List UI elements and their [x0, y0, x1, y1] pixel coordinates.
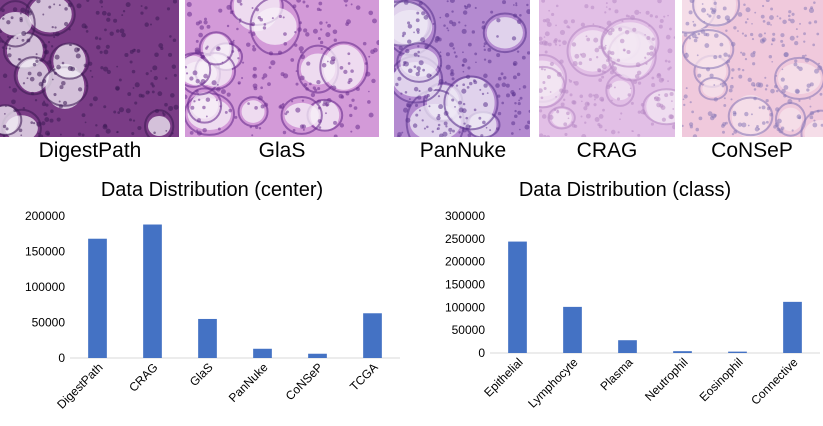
center-bar — [308, 353, 327, 358]
glas-image — [185, 0, 379, 137]
class-chart-title: Data Distribution (class) — [518, 179, 732, 201]
class-category-label: Epithelial — [481, 355, 525, 399]
class-y-tick-label: 200000 — [445, 255, 485, 269]
center-chart: 0 50000 100000 150000 200000 DigestPath CRAG Gl… — [25, 209, 400, 412]
glas-label: GlaS — [258, 139, 306, 162]
crag-image — [539, 0, 675, 137]
class-bar — [783, 301, 802, 353]
class-y-tick-label: 150000 — [445, 278, 485, 292]
class-y-tick-label: 300000 — [445, 209, 485, 223]
center-y-tick-label: 150000 — [25, 245, 65, 259]
class-category-label: Connective — [748, 355, 801, 408]
class-bar — [673, 351, 692, 353]
class-bar — [618, 340, 637, 353]
center-y-tick-label: 200000 — [25, 209, 65, 223]
center-category-label: GlaS — [187, 360, 216, 389]
center-chart-title: Data Distribution (center) — [100, 179, 324, 201]
center-category-label: DigestPath — [54, 360, 105, 411]
class-bar — [508, 241, 527, 353]
center-bar — [363, 313, 382, 358]
center-bar — [143, 224, 162, 358]
class-y-tick-label: 250000 — [445, 232, 485, 246]
class-y-tick-label: 0 — [478, 346, 485, 360]
class-y-tick-label: 100000 — [445, 300, 485, 314]
center-bar — [253, 348, 272, 358]
class-chart: 0 50000 100000 150000 200000 250000 300000 Epit… — [445, 209, 820, 411]
center-y-tick-label: 0 — [58, 351, 65, 365]
center-category-label: CoNSeP — [283, 360, 326, 403]
pannuke-label: PanNuke — [419, 139, 507, 162]
center-category-label: TCGA — [347, 360, 380, 393]
center-y-tick-label: 50000 — [32, 316, 66, 330]
class-bar — [563, 306, 582, 353]
digestpath-image — [0, 0, 179, 137]
image-strip: DigestPath GlaS PanNuke CRAG CoNSeP — [0, 0, 823, 170]
class-category-label: Neutrophil — [642, 355, 691, 404]
class-y-tick-label: 50000 — [452, 323, 486, 337]
center-category-label: PanNuke — [226, 360, 271, 405]
digestpath-label: DigestPath — [38, 139, 142, 162]
center-category-label: CRAG — [126, 360, 160, 394]
pannuke-image — [394, 0, 530, 137]
class-category-label: Eosinophil — [697, 355, 746, 404]
class-category-label: Lymphocyte — [525, 355, 581, 411]
consep-label: CoNSeP — [711, 139, 793, 162]
class-bar — [728, 351, 747, 353]
consep-image — [682, 0, 823, 137]
center-y-tick-label: 100000 — [25, 280, 65, 294]
class-category-label: Plasma — [597, 355, 635, 393]
center-bar — [88, 238, 107, 358]
crag-label: CRAG — [576, 139, 638, 162]
center-bar — [198, 318, 217, 358]
